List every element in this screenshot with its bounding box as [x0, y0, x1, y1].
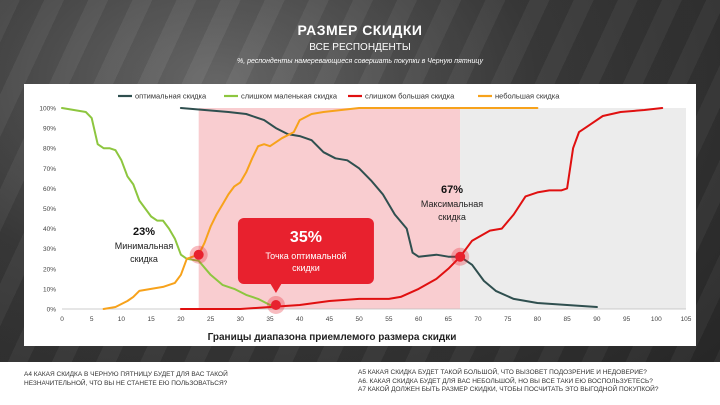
annotation-label: Точка оптимальной [265, 251, 346, 261]
optimal-callout-box [237, 218, 374, 284]
legend-label: слишком маленькая скидка [241, 92, 338, 101]
marker-dot-min [193, 249, 204, 260]
series-line-too_small [61, 107, 277, 308]
upper-grey-band [460, 108, 686, 309]
footer-right-line: А6. КАКАЯ СКИДКА БУДЕТ ДЛЯ ВАС НЕБОЛЬШОЙ… [358, 377, 653, 385]
y-tick-label: 20% [43, 266, 56, 273]
x-tick-label: 100 [651, 316, 662, 323]
footer-right-line: А7 КАКОЙ ДОЛЖЕН БЫТЬ РАЗМЕР СКИДКИ, ЧТОБ… [358, 386, 659, 393]
annotation-value: 35% [290, 229, 322, 246]
legend-label: оптимальная скидка [135, 92, 207, 101]
footer-left-line: НЕЗНАЧИТЕЛЬНОЙ, ЧТО ВЫ НЕ СТАНЕТЕ ЕЮ ПОЛ… [24, 379, 228, 387]
y-tick-label: 90% [43, 126, 56, 133]
x-tick-label: 15 [148, 316, 156, 323]
annotation-label: Максимальная [421, 199, 483, 209]
x-axis-title: Границы диапазона приемлемого размера ск… [208, 332, 457, 343]
legend-label: небольшая скидка [495, 92, 560, 101]
x-tick-label: 105 [681, 316, 692, 323]
x-tick-label: 70 [474, 316, 482, 323]
footer-right: А5 КАКАЯ СКИДКА БУДЕТ ТАКОЙ БОЛЬШОЙ, ЧТО… [358, 369, 708, 395]
y-tick-label: 70% [43, 166, 56, 173]
y-tick-label: 100% [39, 106, 56, 113]
legend-label: слишком большая скидка [365, 92, 455, 101]
x-tick-label: 85 [564, 316, 572, 323]
y-tick-label: 10% [43, 286, 56, 293]
x-tick-label: 0 [60, 316, 64, 323]
annotation-label: скидка [130, 254, 158, 264]
x-tick-label: 50 [356, 316, 364, 323]
x-tick-label: 60 [415, 316, 423, 323]
page-title: РАЗМЕР СКИДКИ [297, 22, 423, 38]
x-tick-label: 90 [593, 316, 601, 323]
y-tick-label: 80% [43, 146, 56, 153]
x-tick-label: 45 [326, 316, 334, 323]
footer-right-line: А5 КАКАЯ СКИДКА БУДЕТ ТАКОЙ БОЛЬШОЙ, ЧТО… [358, 369, 647, 376]
annotation-value: 23% [133, 226, 155, 238]
x-tick-label: 30 [237, 316, 245, 323]
annotation-label: скидки [292, 263, 320, 273]
x-tick-label: 55 [385, 316, 393, 323]
footer-left: А4 КАКАЯ СКИДКА В ЧЕРНУЮ ПЯТНИЦУ БУДЕТ Д… [24, 371, 284, 388]
x-tick-label: 95 [623, 316, 631, 323]
marker-dot-opt [270, 299, 281, 310]
y-tick-label: 0% [47, 307, 57, 314]
annotation-label: Минимальная [115, 241, 174, 251]
x-tick-label: 35 [266, 316, 274, 323]
marker-dot-max [455, 251, 466, 262]
y-tick-label: 50% [43, 206, 56, 213]
y-tick-label: 60% [43, 186, 56, 193]
annotation-label: скидка [438, 212, 466, 222]
x-tick-label: 80 [534, 316, 542, 323]
x-tick-label: 25 [207, 316, 215, 323]
page-note: %, респонденты намеревающиеся совершать … [237, 58, 483, 65]
y-tick-label: 30% [43, 246, 56, 253]
x-tick-label: 40 [296, 316, 304, 323]
footer-left-line: А4 КАКАЯ СКИДКА В ЧЕРНУЮ ПЯТНИЦУ БУДЕТ Д… [24, 371, 228, 378]
annotation-value: 67% [441, 184, 463, 196]
x-tick-label: 65 [445, 316, 453, 323]
series-line-small [102, 107, 539, 310]
x-tick-label: 20 [177, 316, 185, 323]
y-tick-label: 40% [43, 226, 56, 233]
footer: А4 КАКАЯ СКИДКА В ЧЕРНУЮ ПЯТНИЦУ БУДЕТ Д… [0, 362, 720, 405]
series-line-optimal [179, 107, 598, 308]
series-line-too_big [179, 107, 664, 310]
page-subtitle: ВСЕ РЕСПОНДЕНТЫ [309, 42, 411, 53]
optimal-callout-pointer [269, 283, 282, 293]
x-tick-label: 10 [118, 316, 126, 323]
x-tick-label: 5 [90, 316, 94, 323]
x-tick-label: 75 [504, 316, 512, 323]
